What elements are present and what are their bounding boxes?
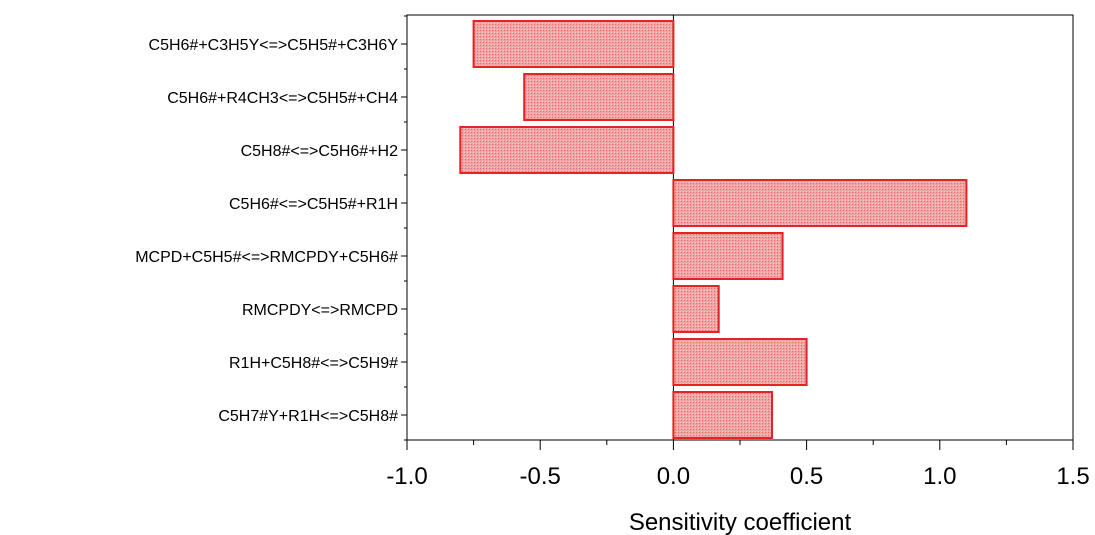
category-label: RMCPDY<=>RMCPD bbox=[242, 302, 398, 319]
y-axis: C5H6#+C3H5Y<=>C5H5#+C3H6Y C5H6#+R4CH3<=>C… bbox=[135, 15, 407, 441]
x-tick-label: -0.5 bbox=[520, 463, 561, 490]
category-label: MCPD+C5H5#<=>RMCPDY+C5H6# bbox=[135, 249, 398, 266]
x-axis: -1.0 -0.5 0.0 0.5 1.0 1.5 bbox=[386, 440, 1090, 490]
category-label: C5H8#<=>C5H6#+H2 bbox=[241, 143, 399, 160]
bar bbox=[459, 126, 675, 174]
bar bbox=[672, 232, 784, 280]
x-axis-title: Sensitivity coefficient bbox=[629, 509, 852, 535]
category-label: C5H6#+R4CH3<=>C5H5#+CH4 bbox=[167, 90, 398, 107]
category-label: C5H7#Y+R1H<=>C5H8# bbox=[218, 408, 398, 425]
x-tick-label: 1.0 bbox=[923, 463, 956, 490]
bar bbox=[672, 179, 968, 227]
bar bbox=[523, 73, 675, 121]
category-label: C5H6#+C3H5Y<=>C5H5#+C3H6Y bbox=[149, 37, 399, 54]
x-tick-label: 0.5 bbox=[790, 463, 823, 490]
x-tick-label: -1.0 bbox=[386, 463, 427, 490]
bar bbox=[672, 338, 808, 386]
category-label: C5H6#<=>C5H5#+R1H bbox=[229, 196, 398, 213]
bar bbox=[672, 391, 774, 439]
bar bbox=[472, 20, 675, 68]
bar bbox=[672, 285, 720, 333]
x-tick-label: 1.5 bbox=[1056, 463, 1089, 490]
x-tick-label: 0.0 bbox=[657, 463, 690, 490]
bar-group bbox=[459, 20, 968, 439]
category-label: R1H+C5H8#<=>C5H9# bbox=[229, 355, 398, 372]
